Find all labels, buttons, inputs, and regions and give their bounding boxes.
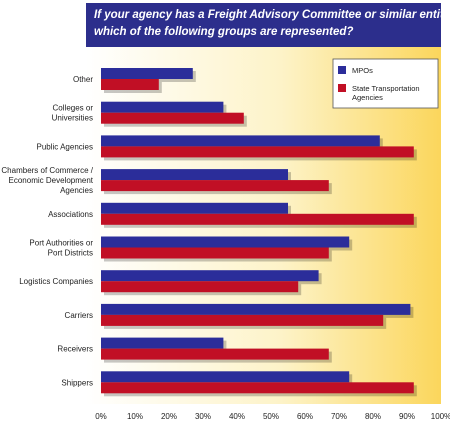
legend-swatch-state-dot xyxy=(338,84,346,92)
category-label: Universities xyxy=(52,114,93,123)
bar-state-dot xyxy=(101,180,329,192)
category-label: Colleges or xyxy=(53,104,94,113)
x-tick-label: 0% xyxy=(95,412,107,421)
bar-state-dot xyxy=(101,79,159,90)
legend-label-state-dot: Agencies xyxy=(352,93,383,102)
category-label: Port Authorities or xyxy=(29,239,93,248)
legend-label-mpos: MPOs xyxy=(352,66,373,75)
bar-state-dot xyxy=(101,146,414,158)
bar-mpos xyxy=(101,270,319,282)
bar-state-dot xyxy=(101,247,329,259)
bar-mpos xyxy=(101,169,288,181)
category-label: Shippers xyxy=(61,378,93,387)
chart-title-line-1: If your agency has a Freight Advisory Co… xyxy=(94,9,450,21)
bar-mpos xyxy=(101,68,193,79)
bar-state-dot xyxy=(101,213,414,225)
bar-state-dot xyxy=(101,348,329,360)
bar-mpos xyxy=(101,101,224,113)
category-label: Public Agencies xyxy=(37,142,93,151)
category-label: Associations xyxy=(48,210,93,219)
category-label: Economic Development xyxy=(9,176,94,185)
x-tick-label: 80% xyxy=(365,412,381,421)
x-tick-label: 30% xyxy=(195,412,211,421)
bar-mpos xyxy=(101,303,411,315)
bar-state-dot xyxy=(101,314,384,326)
bar-mpos xyxy=(101,337,224,349)
x-tick-label: 20% xyxy=(161,412,177,421)
x-tick-label: 70% xyxy=(331,412,347,421)
bar-mpos xyxy=(101,236,350,248)
category-label: Port Districts xyxy=(48,249,93,258)
category-label: Logistics Companies xyxy=(19,277,93,286)
x-tick-label: 60% xyxy=(297,412,313,421)
chart-title-band: If your agency has a Freight Advisory Co… xyxy=(86,3,450,47)
legend-label-state-dot: State Transportation xyxy=(352,84,420,93)
x-tick-label: 50% xyxy=(263,412,279,421)
bar-mpos xyxy=(101,202,288,214)
chart-title-line-2: which of the following groups are repres… xyxy=(94,26,354,38)
bar-state-dot xyxy=(101,281,299,293)
category-label: Other xyxy=(73,75,93,84)
category-label: Chambers of Commerce / xyxy=(1,166,93,175)
x-tick-label: 40% xyxy=(229,412,245,421)
category-label: Carriers xyxy=(65,311,93,320)
bar-state-dot xyxy=(101,382,414,394)
bar-state-dot xyxy=(101,112,244,124)
legend-swatch-mpos xyxy=(338,66,346,74)
x-tick-label: 100% xyxy=(431,412,450,421)
x-tick-label: 10% xyxy=(127,412,143,421)
bar-mpos xyxy=(101,135,380,147)
category-label: Receivers xyxy=(57,345,93,354)
bar-mpos xyxy=(101,371,350,383)
legend-box xyxy=(332,58,439,109)
category-label: Agencies xyxy=(60,186,93,195)
x-tick-label: 90% xyxy=(399,412,415,421)
